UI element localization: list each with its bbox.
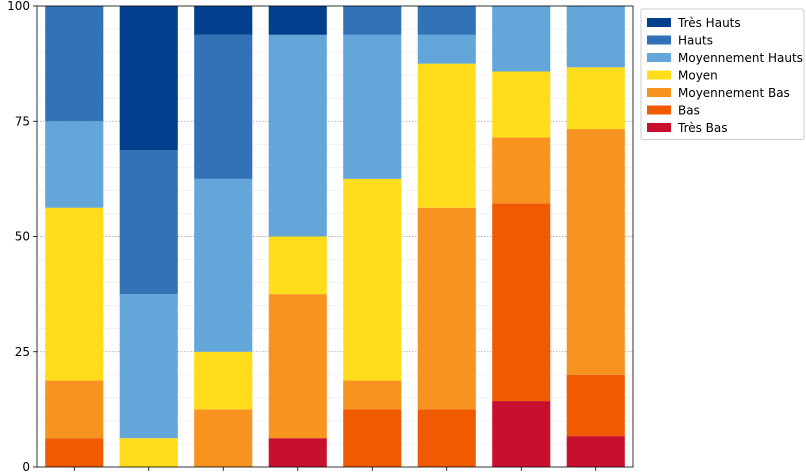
bar-segment bbox=[566, 436, 625, 467]
legend-label: Bas bbox=[678, 104, 700, 118]
bar-segment bbox=[417, 409, 476, 467]
axes: 0 25 50 75 100 bbox=[7, 0, 634, 472]
bar-segment bbox=[119, 438, 178, 467]
bar-segment bbox=[45, 207, 104, 381]
bar-segment bbox=[45, 438, 104, 467]
y-tick-label: 75 bbox=[15, 114, 30, 128]
bar-segment bbox=[492, 401, 551, 467]
bar-segment bbox=[492, 6, 551, 72]
legend-swatch bbox=[647, 70, 671, 80]
bar-segment bbox=[343, 6, 402, 35]
bar-segment bbox=[343, 380, 402, 410]
bar-segment bbox=[268, 6, 327, 35]
bar-segment bbox=[492, 71, 551, 138]
bar-segment bbox=[268, 294, 327, 439]
bar-segment bbox=[194, 351, 253, 410]
bar-segment bbox=[417, 63, 476, 208]
bar-segment bbox=[343, 34, 402, 179]
legend-label: Moyen bbox=[678, 69, 718, 83]
legend-swatch bbox=[647, 123, 671, 132]
y-tick-label: 0 bbox=[22, 460, 30, 472]
legend-box bbox=[640, 8, 805, 140]
bar-segment bbox=[343, 409, 402, 467]
bar-segment bbox=[45, 121, 104, 208]
bar-segment bbox=[417, 207, 476, 410]
legend-label: Très Bas bbox=[677, 121, 728, 135]
bar-segment bbox=[268, 34, 327, 237]
bar-segment bbox=[343, 178, 402, 381]
bar-segment bbox=[566, 6, 625, 68]
bar-segment bbox=[119, 6, 178, 151]
legend: Très Hauts Hauts Moyennement Hauts Moyen Moy… bbox=[640, 8, 805, 140]
bar-segment bbox=[194, 6, 253, 35]
bar-segment bbox=[194, 178, 253, 352]
legend-swatch bbox=[647, 18, 671, 27]
y-tick-label: 25 bbox=[15, 345, 30, 359]
bar-segment bbox=[417, 34, 476, 64]
bar-segment bbox=[492, 137, 551, 204]
bar-segment bbox=[268, 236, 327, 295]
bar-segment bbox=[45, 6, 104, 122]
bar-segment bbox=[566, 374, 625, 437]
bar-segment bbox=[268, 438, 327, 467]
bar-segment bbox=[119, 294, 178, 439]
legend-label: Très Hauts bbox=[677, 16, 741, 30]
bar-segment bbox=[119, 150, 178, 295]
y-tick-label: 100 bbox=[7, 0, 30, 13]
legend-swatch bbox=[647, 53, 671, 62]
legend-label: Moyennement Bas bbox=[678, 86, 790, 100]
bar-segment bbox=[417, 6, 476, 35]
bar-segment bbox=[194, 34, 253, 179]
legend-swatch bbox=[647, 105, 671, 115]
bar-segment bbox=[566, 67, 625, 130]
legend-label: Moyennement Hauts bbox=[678, 51, 803, 65]
y-tick-label: 50 bbox=[15, 230, 30, 244]
bar-segment bbox=[194, 409, 253, 467]
bar-segment bbox=[492, 203, 551, 402]
bar-segment bbox=[566, 129, 625, 375]
bar-stacks bbox=[45, 6, 625, 467]
legend-swatch bbox=[647, 88, 671, 97]
legend-label: Hauts bbox=[678, 34, 713, 48]
bar-segment bbox=[45, 380, 104, 439]
legend-swatch bbox=[647, 35, 671, 45]
